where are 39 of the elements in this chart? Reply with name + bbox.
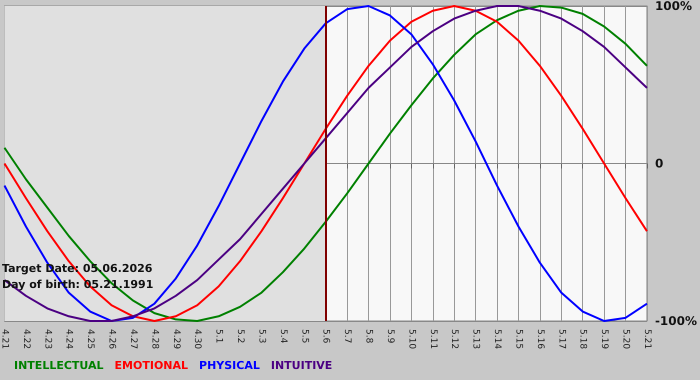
text: INTELLECTUAL [14,359,104,372]
y-tick-label: -100% [654,314,698,328]
x-tick-label: 5.6 [320,329,331,344]
x-tick-label: 4.29 [170,329,181,350]
x-tick-label: 5.3 [256,329,266,344]
x-tick-label: 5.16 [534,329,545,350]
x-tick-label: 5.13 [470,329,481,350]
text: INTUITIVE [270,359,332,372]
x-tick-label: 5.18 [578,329,588,350]
x-tick-label: 4.23 [42,329,52,350]
x-tick-label: 4.24 [64,329,74,350]
x-tick-label: 4.27 [128,329,138,350]
text: EMOTIONAL [114,359,188,372]
y-tick-label: 0 [654,156,664,170]
x-tick-label: 5.20 [620,329,631,350]
x-tick-label: 5.15 [513,329,524,350]
x-tick-label: 4.26 [106,329,117,350]
x-tick-label: 5.2 [235,329,246,344]
x-tick-label: 5.4 [278,329,288,344]
x-tick-label: 4.30 [192,329,202,350]
x-tick-label: 5.11 [428,329,438,350]
x-tick-label: 5.1 [214,329,224,344]
line-series [4,5,648,322]
x-tick-label: 5.10 [406,329,416,350]
x-tick-label: 5.5 [299,329,310,344]
text: PHYSICAL [199,359,260,372]
x-tick-label: 5.19 [599,329,610,350]
x-tick-label: 5.8 [364,329,374,344]
x-tick-label: 4.21 [0,329,10,350]
x-tick-label: 5.14 [492,329,502,350]
y-tick-label: 100% [654,0,692,13]
x-tick-label: 5.17 [556,329,566,350]
x-tick-label: 5.21 [642,329,652,350]
x-tick-label: 5.9 [384,329,395,344]
x-tick-label: 4.25 [85,329,96,350]
x-tick-label: 4.22 [20,329,31,350]
x-tick-label: 4.28 [149,329,160,350]
x-tick-label: 5.7 [342,329,352,344]
x-tick-label: 5.12 [449,329,460,350]
